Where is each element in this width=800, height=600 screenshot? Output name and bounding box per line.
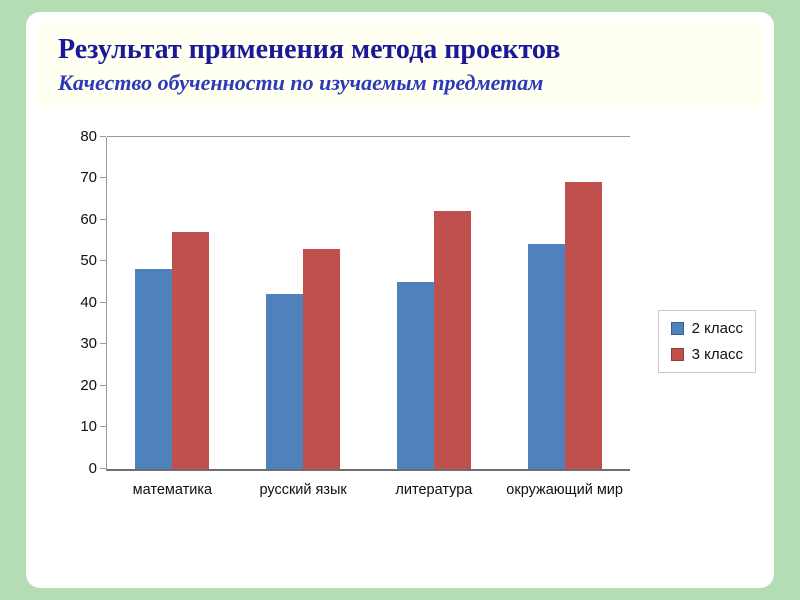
bar-chart: 0 10 20 30 40 50 60 70 80 математика русский язык л…	[48, 121, 756, 551]
legend-label: 2 класс	[691, 319, 743, 337]
legend-item: 2 класс	[670, 319, 743, 337]
slide-subtitle: Качество обученности по изучаемым предме…	[58, 70, 544, 96]
legend-swatch-icon	[670, 347, 684, 361]
bar	[396, 281, 434, 469]
bar-group	[238, 137, 369, 469]
plot-area: 0 10 20 30 40 50 60 70 80 математика русский язык л…	[80, 128, 630, 498]
y-axis-tick-mark	[100, 467, 106, 469]
chart-card: 0 10 20 30 40 50 60 70 80 математика русский язык л…	[36, 114, 764, 551]
y-axis-tick-mark	[100, 260, 106, 262]
legend-swatch-icon	[670, 321, 684, 335]
y-axis-tick-label: 30	[80, 335, 97, 353]
slide-header: Результат применения метода проектов Кач…	[36, 22, 764, 107]
y-axis-tick-mark	[100, 426, 106, 428]
chart-legend: 2 класс 3 класс	[657, 309, 756, 373]
bar	[433, 211, 471, 469]
bar	[135, 269, 173, 469]
y-axis-tick-label: 40	[80, 293, 97, 311]
x-axis-category-label: русский язык	[259, 481, 347, 498]
y-axis-tick-label: 0	[88, 459, 97, 477]
legend-label: 3 класс	[691, 345, 743, 363]
slide: Результат применения метода проектов Кач…	[26, 12, 774, 588]
legend-item: 3 класс	[670, 345, 743, 363]
y-axis-tick-label: 80	[80, 127, 97, 145]
gridline	[107, 135, 630, 137]
y-axis-tick-mark	[100, 135, 106, 137]
x-axis-category-label: математика	[132, 481, 213, 498]
y-axis-tick-mark	[100, 343, 106, 345]
bar-group	[499, 137, 630, 469]
y-axis-tick-label: 70	[80, 169, 97, 187]
y-axis-tick-mark	[100, 301, 106, 303]
bar-group	[107, 137, 238, 469]
x-axis-category-label: окружающий мир	[506, 481, 623, 498]
x-axis-category-label: литература	[395, 481, 473, 498]
bar	[172, 232, 210, 469]
y-axis-tick-label: 60	[80, 210, 97, 228]
y-axis-tick-mark	[100, 384, 106, 386]
y-axis-tick-mark	[100, 218, 106, 220]
slide-title: Результат применения метода проектов	[58, 34, 561, 65]
bar-group	[369, 137, 500, 469]
bar	[564, 182, 602, 469]
bar-groups	[107, 137, 630, 469]
y-axis-tick-mark	[100, 177, 106, 179]
bar	[266, 294, 304, 469]
y-axis-tick-label: 50	[80, 252, 97, 270]
y-axis-tick-label: 20	[80, 376, 97, 394]
bar	[527, 244, 565, 469]
bar	[303, 248, 341, 469]
y-axis-tick-label: 10	[80, 418, 97, 436]
